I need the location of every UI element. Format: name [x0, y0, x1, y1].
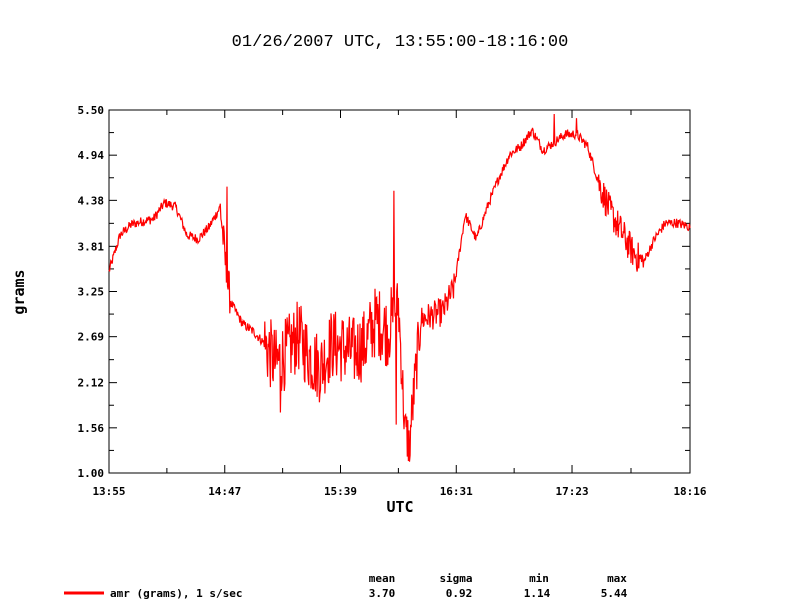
legend-label: amr (grams), 1 s/sec — [110, 587, 242, 600]
stat-header-min: min — [529, 572, 549, 585]
x-tick-label: 16:31 — [440, 485, 473, 498]
y-tick-label: 2.69 — [78, 331, 105, 344]
y-tick-label: 5.50 — [78, 104, 105, 117]
y-axis-label: grams — [10, 269, 28, 314]
stat-value-min: 1.14 — [524, 587, 551, 600]
x-tick-label: 15:39 — [324, 485, 357, 498]
x-tick-label: 13:55 — [92, 485, 125, 498]
series-line-amr — [108, 113, 691, 462]
y-tick-label: 1.00 — [78, 467, 105, 480]
stat-value-max: 5.44 — [601, 587, 628, 600]
y-tick-label: 3.81 — [78, 240, 105, 253]
y-axis: 1.00 1.56 2.12 2.69 3.25 3.81 4.38 4.94 5.50 — [78, 104, 690, 480]
x-axis-label: UTC — [386, 498, 413, 516]
y-tick-label: 2.12 — [78, 377, 105, 390]
stat-value-sigma: 0.92 — [446, 587, 473, 600]
plot-frame — [108, 109, 691, 474]
x-tick-label: 18:16 — [673, 485, 706, 498]
stat-header-max: max — [607, 572, 627, 585]
stat-value-mean: 3.70 — [369, 587, 396, 600]
y-tick-label: 1.56 — [78, 422, 105, 435]
x-axis: 13:55 14:47 15:39 16:31 17:23 18:16 — [92, 110, 707, 498]
chart-title: 01/26/2007 UTC, 13:55:00-18:16:00 — [232, 33, 569, 52]
y-tick-label: 4.38 — [78, 194, 105, 207]
y-tick-label: 3.25 — [78, 286, 105, 299]
x-tick-label: 17:23 — [555, 485, 588, 498]
y-tick-label: 4.94 — [78, 149, 105, 162]
minor-ticks — [109, 110, 690, 473]
x-tick-label: 14:47 — [208, 485, 241, 498]
stat-header-mean: mean — [369, 572, 396, 585]
stat-header-sigma: sigma — [439, 572, 472, 585]
